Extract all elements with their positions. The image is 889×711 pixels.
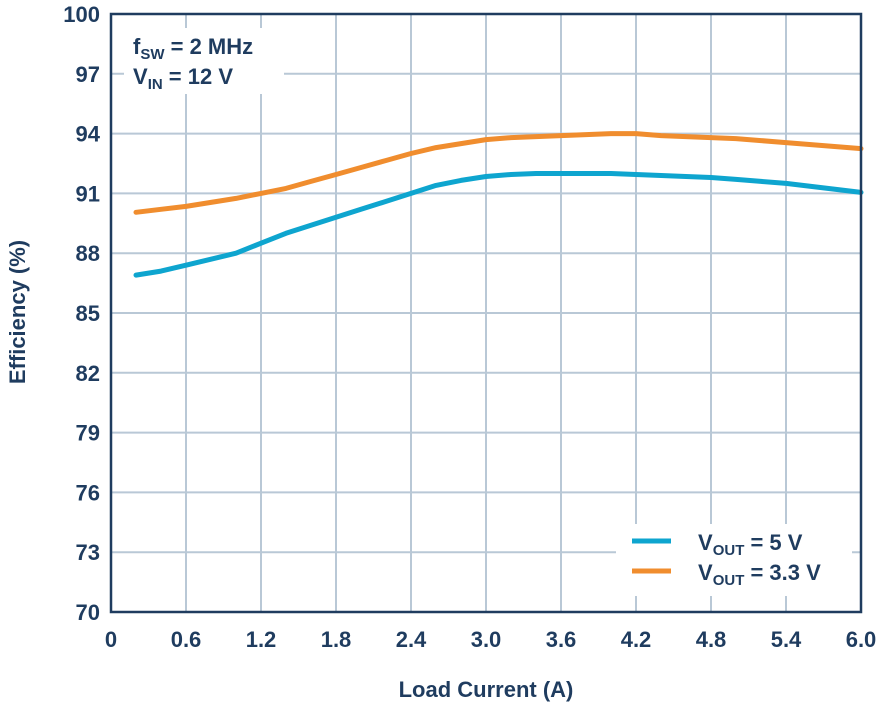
y-tick-label: 76 (76, 480, 100, 505)
x-tick-label: 6.0 (846, 627, 877, 652)
legend: VOUT = 5 V VOUT = 3.3 V (616, 524, 852, 596)
annotation-vin: VIN = 12 V (133, 64, 233, 93)
x-tick-label: 1.2 (246, 627, 277, 652)
x-tick-label: 3.0 (471, 627, 502, 652)
legend-background (616, 524, 852, 596)
x-tick-label: 3.6 (546, 627, 577, 652)
y-tick-label: 82 (76, 361, 100, 386)
series-line-3v3 (133, 131, 864, 215)
y-tick-label: 100 (63, 2, 100, 27)
x-tick-label: 0 (105, 627, 117, 652)
y-tick-label: 94 (76, 122, 101, 147)
legend-label-5v: VOUT = 5 V (698, 530, 803, 559)
x-axis-label: Load Current (A) (399, 677, 574, 702)
x-tick-label: 4.2 (621, 627, 652, 652)
series-line-5v (133, 171, 864, 278)
y-tick-label: 88 (76, 241, 100, 266)
plot-frame (109, 12, 863, 614)
x-tick-label: 5.4 (771, 627, 802, 652)
y-tick-label: 91 (76, 181, 100, 206)
y-tick-label: 70 (76, 600, 100, 625)
y-axis-label: Efficiency (%) (5, 240, 30, 384)
y-tick-label: 79 (76, 421, 100, 446)
y-tick-label: 97 (76, 62, 100, 87)
grid (111, 14, 861, 612)
x-tick-label: 0.6 (171, 627, 202, 652)
y-tick-label: 85 (76, 301, 100, 326)
x-tick-label: 1.8 (321, 627, 352, 652)
tick-labels: 0 0.6 1.2 1.8 2.4 3.0 3.6 4.2 4.8 5.4 6.0 70 73 76 79 8… (63, 2, 876, 652)
y-tick-label: 73 (76, 540, 100, 565)
x-tick-label: 2.4 (396, 627, 427, 652)
series-lines (133, 131, 864, 278)
legend-label-3v3: VOUT = 3.3 V (698, 560, 821, 589)
annotation-fsw: fSW = 2 MHz (133, 34, 253, 63)
x-tick-label: 4.8 (696, 627, 727, 652)
annotation-background (124, 28, 284, 94)
